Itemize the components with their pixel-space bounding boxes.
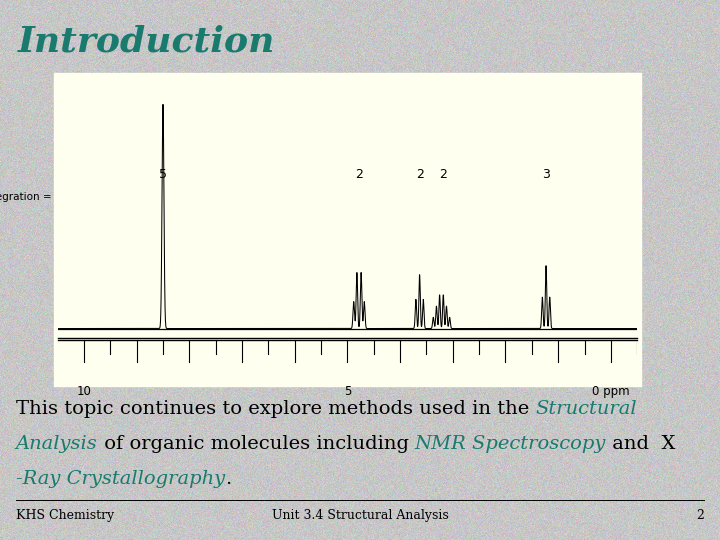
Text: and  X: and X xyxy=(606,435,675,453)
Text: .: . xyxy=(225,470,231,488)
Text: 10: 10 xyxy=(76,384,91,398)
Text: 3: 3 xyxy=(542,167,550,180)
Text: 2: 2 xyxy=(439,167,447,180)
Text: NMR Spectroscopy: NMR Spectroscopy xyxy=(415,435,606,453)
Text: Structural: Structural xyxy=(536,400,637,417)
Text: 2: 2 xyxy=(355,167,363,180)
Text: 2: 2 xyxy=(696,509,704,522)
Text: KHS Chemistry: KHS Chemistry xyxy=(16,509,114,522)
Text: 2: 2 xyxy=(416,167,424,180)
Text: This topic continues to explore methods used in the: This topic continues to explore methods … xyxy=(16,400,536,417)
Text: 5: 5 xyxy=(343,384,351,398)
Text: -Ray Crystallography: -Ray Crystallography xyxy=(16,470,225,488)
Bar xyxy=(54,73,641,386)
Text: 5: 5 xyxy=(159,167,167,180)
Text: Introduction: Introduction xyxy=(18,24,275,58)
Text: of organic molecules including: of organic molecules including xyxy=(98,435,415,453)
Text: Analysis: Analysis xyxy=(16,435,98,453)
Text: 0 ppm: 0 ppm xyxy=(592,384,630,398)
Text: Integration =: Integration = xyxy=(0,192,52,202)
Text: Unit 3.4 Structural Analysis: Unit 3.4 Structural Analysis xyxy=(271,509,449,522)
